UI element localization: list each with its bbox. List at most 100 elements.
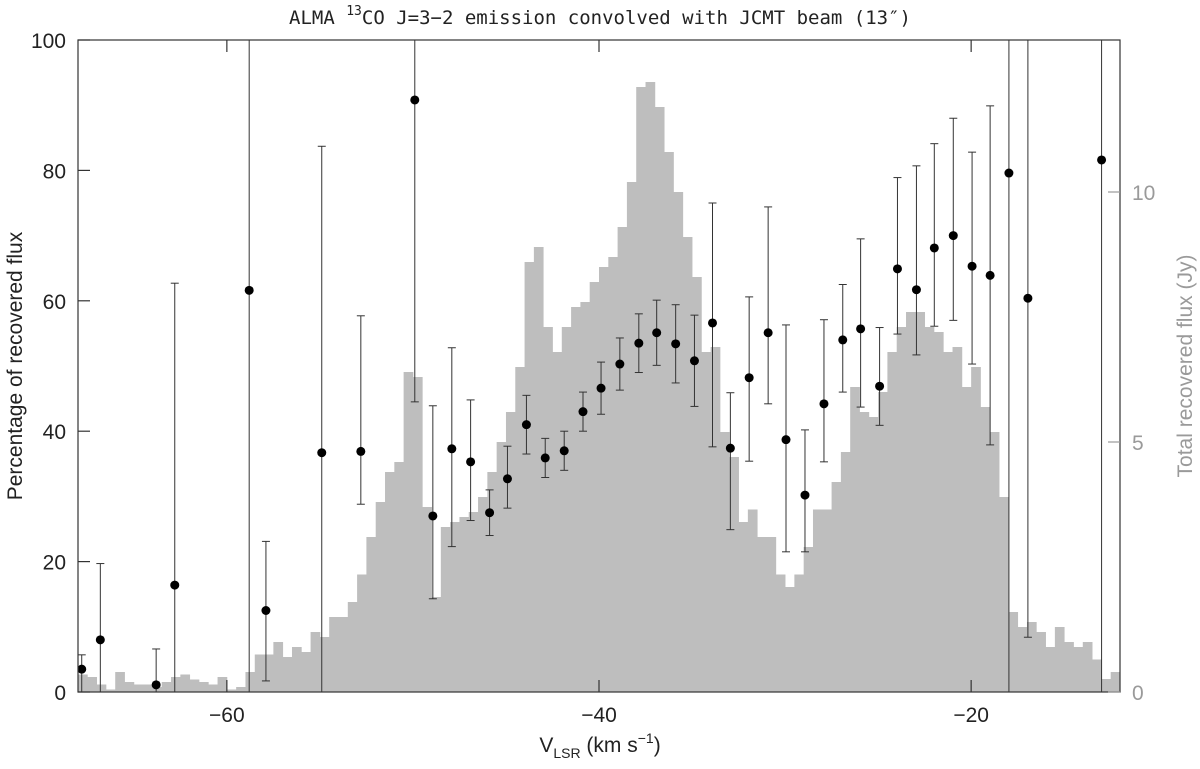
x-label-superscript: −1 [638,730,654,746]
point [892,264,902,274]
point [763,328,773,338]
histogram-bar [710,347,721,692]
point [596,383,606,393]
histogram-bar [133,684,144,692]
histogram-bar [850,387,860,692]
histogram-bar [487,472,498,692]
histogram-bar [226,689,237,692]
y-tick-label: 60 [43,291,66,314]
histogram-bar [422,507,432,692]
x-axis-label: VLSR (km s−1) [539,730,660,761]
histogram-bar [924,327,935,692]
histogram-bar [375,502,386,692]
histogram-bar [96,684,107,692]
point [615,359,625,369]
histogram-bar [561,327,572,692]
histogram-bar [366,537,377,692]
point [856,324,866,334]
histogram-bar [747,509,758,692]
point [1023,293,1033,303]
histogram-bar [571,307,581,692]
y-tick-label: 20 [43,552,66,575]
histogram-bar [450,522,460,692]
histogram-bar [636,87,646,692]
point [261,606,271,615]
histogram-bar [478,497,488,692]
histogram-bar [608,257,619,692]
histogram-bar [264,654,274,692]
point [521,420,531,430]
y2-axis-label: Total recovered flux (Jy) [1174,255,1197,478]
histogram-bar [338,617,349,692]
title-text: CO J=3−2 emission convolved with JCMT be… [362,7,911,29]
histogram-bar [459,517,470,692]
y-axis-label: Percentage of recovered flux [4,231,27,500]
histogram-bar [1045,647,1056,692]
point [502,474,512,484]
point [151,680,161,690]
point [485,508,495,518]
title-text: ALMA [289,7,346,29]
point [708,318,718,328]
histogram-bar [896,327,907,692]
y2-tick-label: 5 [1132,432,1144,455]
point [929,243,939,253]
histogram-bar [617,227,628,692]
point [356,446,366,456]
histogram-bar [115,672,125,692]
histogram-bar [245,672,256,692]
histogram-bar [757,537,767,692]
histogram-bar [1026,622,1037,692]
histogram-bar [533,247,544,692]
histogram-bar [236,687,246,692]
histogram-bar [1101,679,1112,692]
point [819,399,829,409]
x-tick-label: −60 [209,704,245,727]
title-superscript: 13 [346,4,362,19]
histogram-bar [887,352,898,692]
histogram-bar [729,457,739,692]
point [875,381,885,391]
histogram-bar [394,462,405,692]
histogram-bar [440,527,451,692]
histogram-bar [468,512,479,692]
histogram-bar [217,677,228,692]
histogram-bar [347,602,358,692]
point [948,231,958,241]
histogram-bar [180,674,191,692]
histogram-bar [385,472,395,692]
histogram-bar [645,82,656,692]
histogram-bar [831,482,842,692]
histogram-bar [273,642,284,692]
histogram-bar [524,262,535,692]
histogram-bar [515,367,525,692]
point [578,407,588,417]
histogram-bar [961,387,972,692]
histogram-bar [599,267,609,692]
histogram-bar [1092,659,1102,692]
histogram-bar [161,682,172,692]
point [744,373,754,383]
points [78,40,1107,692]
point [985,270,995,280]
histogram-bar [1008,612,1019,692]
histogram-bar [943,352,953,692]
histogram-bar [1073,647,1084,692]
histogram-bar [543,327,553,692]
point [781,435,791,445]
histogram-bar [906,312,916,692]
histogram-bar [803,547,814,692]
histogram-bar [673,192,684,692]
x-label-text: V [539,734,553,757]
point [559,446,569,456]
point [244,285,254,295]
histogram-bar [738,522,749,692]
histogram-bar [189,679,200,692]
histogram-bar [822,509,832,692]
histogram-bar [171,677,181,692]
histogram-bar [785,587,795,692]
point [838,335,848,345]
histogram-bar [775,574,786,692]
histogram-bar [859,412,870,692]
histogram-bar [682,237,693,692]
